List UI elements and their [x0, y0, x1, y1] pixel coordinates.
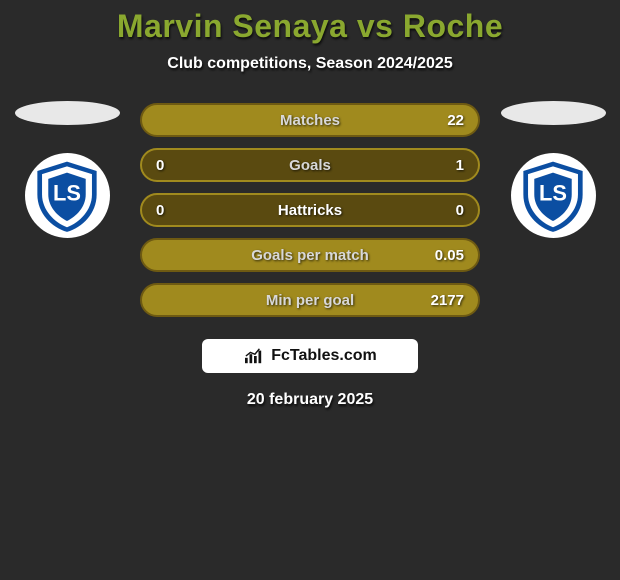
club-crest-icon: LS [28, 157, 106, 235]
stat-label: Min per goal [266, 292, 354, 309]
stat-left-value: 0 [156, 202, 194, 219]
stat-label: Goals [289, 157, 331, 174]
stat-label: Goals per match [251, 247, 369, 264]
stat-label: Matches [280, 112, 340, 129]
branding-badge: FcTables.com [202, 339, 418, 373]
right-club-badge: LS [511, 153, 596, 238]
stat-bar: 0 Hattricks 0 [140, 193, 480, 227]
stat-bar: 0 Goals 1 [140, 148, 480, 182]
stat-bar: Min per goal 2177 [140, 283, 480, 317]
main-row: LS Matches 22 0 Goals 1 0 Hattricks 0 Goals per … [0, 101, 620, 317]
left-club-badge: LS [25, 153, 110, 238]
svg-text:LS: LS [53, 180, 81, 205]
branding-text: FcTables.com [271, 347, 377, 365]
player-portrait-placeholder [501, 101, 606, 125]
right-player-column: LS [498, 101, 608, 238]
stat-left-value: 0 [156, 157, 194, 174]
svg-text:LS: LS [539, 180, 567, 205]
stat-right-value: 0.05 [426, 247, 464, 264]
club-crest-icon: LS [514, 157, 592, 235]
chart-icon [243, 347, 265, 365]
stat-bar: Goals per match 0.05 [140, 238, 480, 272]
stats-column: Matches 22 0 Goals 1 0 Hattricks 0 Goals per mat… [140, 101, 480, 317]
stat-right-value: 22 [426, 112, 464, 129]
stat-right-value: 2177 [426, 292, 464, 309]
comparison-card: Marvin Senaya vs Roche Club competitions… [0, 0, 620, 409]
player-portrait-placeholder [15, 101, 120, 125]
stat-bar: Matches 22 [140, 103, 480, 137]
stat-right-value: 1 [426, 157, 464, 174]
page-title: Marvin Senaya vs Roche [0, 8, 620, 45]
date-line: 20 february 2025 [0, 391, 620, 409]
stat-right-value: 0 [426, 202, 464, 219]
page-subtitle: Club competitions, Season 2024/2025 [0, 55, 620, 73]
left-player-column: LS [12, 101, 122, 238]
stat-label: Hattricks [278, 202, 342, 219]
